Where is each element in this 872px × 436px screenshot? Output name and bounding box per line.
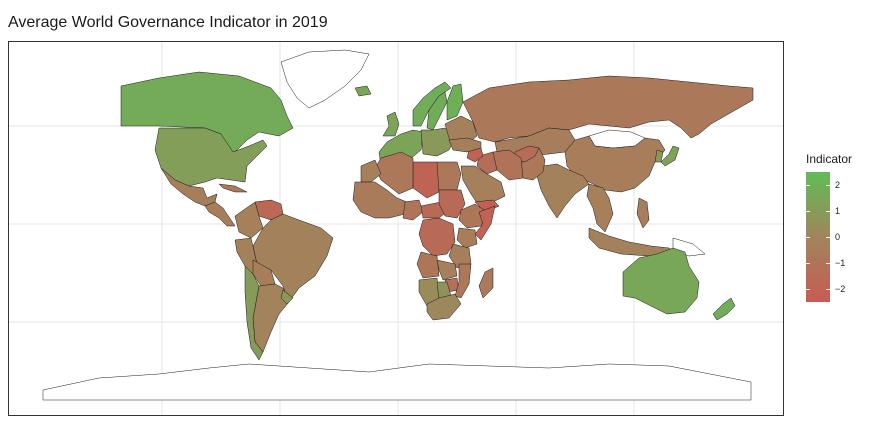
legend-tick-mark	[826, 263, 830, 264]
country-ethiopia	[458, 203, 488, 229]
chart-title: Average World Governance Indicator in 20…	[8, 14, 328, 31]
country-united-kingdom	[382, 111, 400, 137]
country-australia	[622, 247, 700, 315]
legend-tick-mark	[806, 289, 810, 290]
legend-tick-label: −1	[835, 258, 846, 268]
country-canada	[120, 71, 294, 155]
country-antarctica	[42, 363, 752, 401]
country-morocco	[360, 159, 382, 183]
country-mexico	[160, 167, 218, 207]
country-nigeria	[402, 199, 424, 221]
country-central-america	[204, 201, 236, 227]
country-india	[536, 163, 590, 219]
country-sudan	[438, 189, 466, 219]
country-angola	[416, 251, 440, 279]
legend-tick-mark	[806, 211, 810, 212]
country-sweden	[426, 91, 448, 131]
country-mozambique	[454, 263, 472, 299]
country-cuba	[218, 183, 248, 193]
legend-tick-label: 0	[835, 232, 841, 242]
country-kenya	[456, 227, 478, 249]
country-madagascar	[478, 267, 494, 299]
legend-tick-mark	[806, 237, 810, 238]
legend-tick-mark	[826, 185, 830, 186]
legend-tick-label: −2	[835, 284, 846, 294]
country-new-zealand	[712, 297, 736, 321]
legend-tick-mark	[806, 263, 810, 264]
country-egypt	[434, 161, 462, 191]
country-somalia	[474, 205, 496, 241]
legend: Indicator 2 1 0 −1 −2	[806, 152, 866, 312]
country-turkey	[448, 137, 482, 153]
country-japan	[660, 145, 680, 167]
legend-tick-label: 2	[835, 180, 841, 190]
country-philippines	[636, 197, 650, 229]
country-libya	[412, 161, 440, 199]
legend-tick-mark	[826, 211, 830, 212]
country-south-africa	[426, 293, 462, 321]
legend-title: Indicator	[806, 152, 853, 166]
legend-tick-mark	[826, 237, 830, 238]
country-greenland	[280, 49, 370, 109]
legend-tick-label: 1	[835, 206, 841, 216]
country-russia	[462, 75, 754, 143]
country-dr-congo	[418, 217, 456, 257]
country-zambia	[436, 259, 458, 281]
legend-tick-mark	[826, 289, 830, 290]
country-uruguay	[280, 289, 294, 305]
country-iceland	[354, 85, 372, 97]
country-chile	[244, 265, 264, 361]
world-map	[9, 42, 783, 415]
map-panel	[8, 41, 784, 416]
country-southeast-asia	[586, 183, 614, 233]
country-finland	[446, 83, 464, 121]
legend-tick-mark	[806, 185, 810, 186]
country-iraq	[476, 151, 498, 175]
country-korea	[654, 149, 664, 163]
country-arabian-peninsula	[460, 165, 506, 207]
